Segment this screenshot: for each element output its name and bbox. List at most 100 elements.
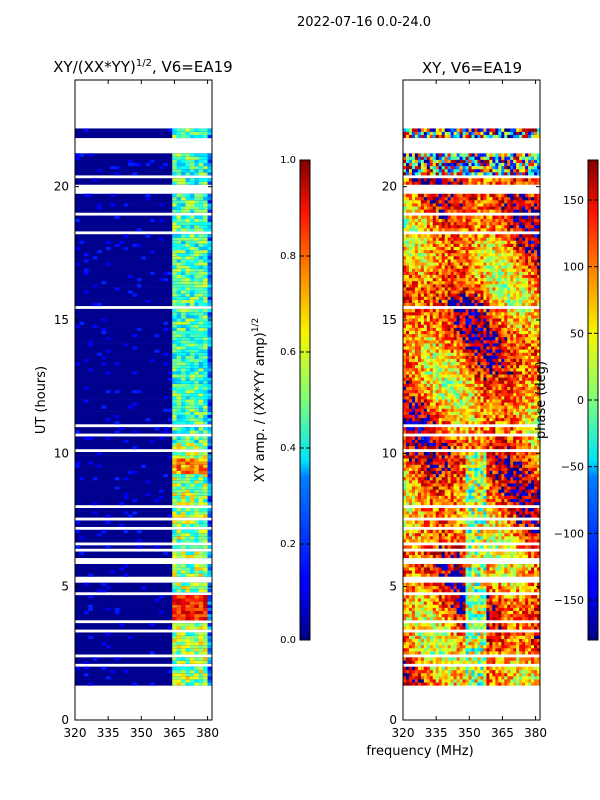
phase-cell: [492, 573, 496, 577]
phase-cell: [426, 623, 431, 627]
phase-cell: [432, 567, 437, 571]
phase-cell: [507, 483, 511, 487]
phase-cell: [471, 489, 475, 493]
phase-cell: [432, 660, 437, 664]
phase-cell: [426, 588, 431, 593]
phase-cell: [420, 417, 425, 422]
amplitude-cell: [97, 464, 102, 468]
phase-cell: [423, 473, 428, 478]
phase-cell: [525, 455, 529, 459]
phase-cell: [468, 582, 472, 587]
amplitude-cell: [75, 536, 212, 540]
amplitude-cell: [172, 343, 177, 347]
amplitude-cell: [194, 377, 200, 381]
phase-cell: [531, 635, 535, 639]
amplitude-cell: [172, 632, 177, 636]
amplitude-cell: [185, 383, 191, 387]
phase-cell: [435, 458, 440, 462]
phase-cell: [534, 641, 538, 646]
phase-cell: [403, 582, 407, 587]
amplitude-panel: XY/(XX*YY)1/2, V6=EA19 320 335 350 365 380 0…: [34, 58, 233, 740]
phase-cell: [504, 436, 508, 440]
amplitude-cell: [176, 234, 182, 238]
phase-cell: [429, 455, 434, 459]
amplitude-cell: [110, 165, 116, 170]
amplitude-cell: [176, 181, 182, 185]
phase-cell: [432, 445, 437, 450]
amplitude-cell: [198, 368, 204, 372]
amplitude-cell: [75, 616, 212, 621]
phase-cell: [423, 464, 428, 468]
phase-cell: [525, 567, 529, 571]
phase-cell: [525, 554, 529, 559]
amplitude-cell: [203, 417, 208, 422]
phase-cell: [501, 539, 505, 543]
phase-cell: [468, 414, 472, 419]
phase-cell: [403, 417, 407, 422]
amplitude-cell: [181, 452, 186, 456]
amplitude-cell: [167, 626, 173, 630]
phase-cell: [468, 564, 472, 568]
phase-cell: [522, 604, 526, 608]
amplitude-cell: [203, 442, 208, 447]
amplitude-cell: [198, 551, 204, 555]
amplitude-cell: [207, 638, 212, 643]
phase-cell: [462, 682, 466, 686]
amplitude-cell: [198, 514, 204, 518]
amplitude-cell: [203, 660, 208, 664]
phase-cell: [501, 672, 505, 677]
amplitude-cell: [75, 392, 212, 397]
amplitude-cell: [185, 389, 191, 394]
phase-cell: [516, 464, 520, 468]
amplitude-cell: [203, 374, 208, 378]
phase-cell: [403, 626, 407, 630]
phase-cell: [513, 626, 517, 630]
phase-cell: [477, 417, 481, 422]
phase-cell: [420, 570, 425, 574]
amplitude-cell: [194, 228, 200, 232]
phase-cell: [534, 486, 538, 490]
phase-cell: [531, 520, 535, 524]
phase-cell: [405, 641, 410, 646]
phase-cell: [411, 595, 416, 599]
phase-cell: [471, 588, 475, 593]
amplitude-cell: [194, 626, 200, 630]
phase-cell: [438, 595, 443, 599]
phase-cell: [447, 414, 451, 419]
phase-cell: [444, 458, 448, 462]
amplitude-cell: [172, 648, 177, 652]
phase-cell: [534, 669, 538, 674]
phase-cell: [462, 598, 466, 602]
phase-cell: [531, 508, 535, 512]
phase-cell: [414, 666, 419, 671]
amplitude-cell: [194, 374, 200, 378]
phase-cell: [495, 455, 499, 459]
phase-cell: [477, 613, 481, 618]
amplitude-cell: [189, 430, 195, 434]
phase-cell: [456, 598, 460, 602]
phase-cell: [441, 458, 445, 462]
phase-cell: [435, 660, 440, 664]
amplitude-cell: [189, 224, 195, 229]
amplitude-cell: [207, 296, 212, 300]
phase-cell: [471, 439, 475, 443]
phase-cell: [465, 430, 469, 434]
phase-cell: [537, 483, 540, 487]
phase-cell: [471, 430, 475, 434]
amplitude-cell: [189, 411, 195, 415]
phase-cell: [459, 442, 463, 447]
phase-cell: [403, 585, 407, 590]
phase-cell: [477, 551, 481, 555]
phase-cell: [522, 582, 526, 587]
phase-cell: [426, 604, 431, 608]
phase-cell: [456, 483, 460, 487]
amplitude-cell: [185, 623, 191, 627]
phase-cell: [462, 452, 466, 456]
phase-cell: [507, 641, 511, 646]
phase-cell: [441, 508, 445, 512]
phase-cell: [537, 682, 540, 686]
phase-cell: [465, 461, 469, 465]
amplitude-cell: [75, 308, 212, 313]
amplitude-cell: [185, 399, 191, 403]
amplitude-cell: [207, 259, 212, 263]
